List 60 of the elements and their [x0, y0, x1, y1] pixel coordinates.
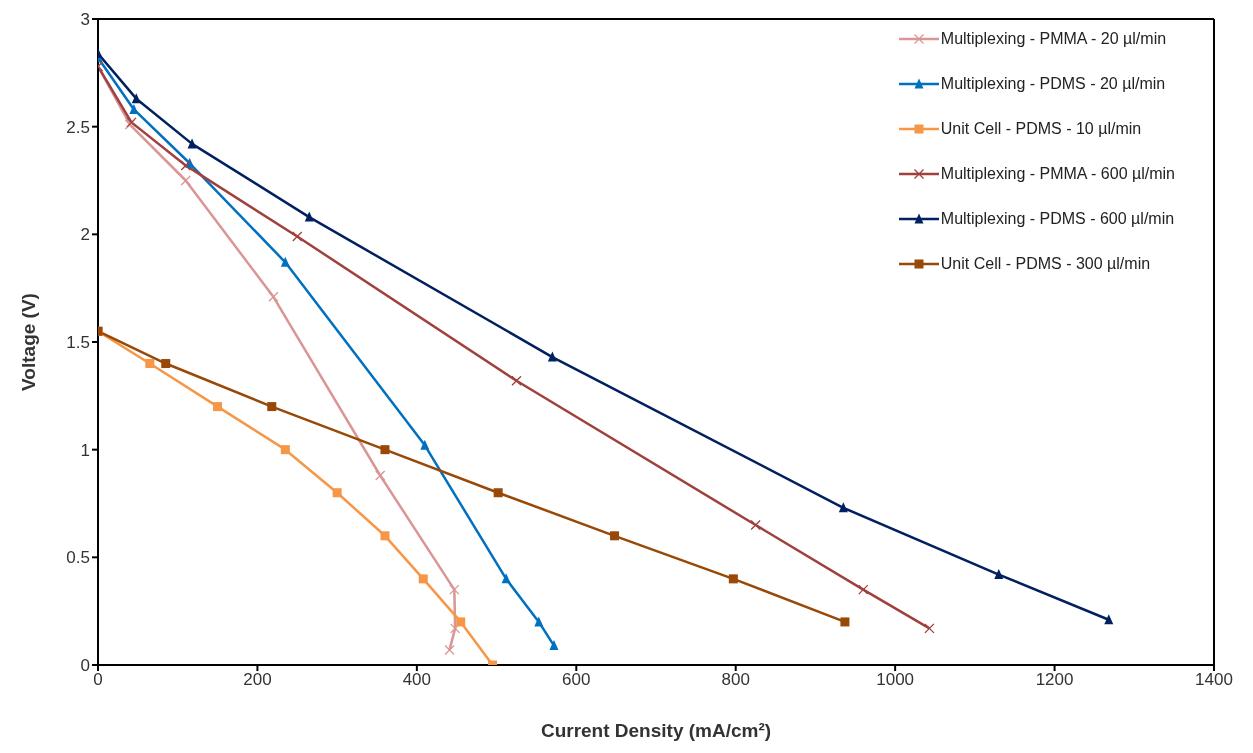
point	[838, 502, 848, 513]
legend-label: Unit Cell - PDMS - 10 µl/min	[940, 119, 1142, 138]
x-tick-label: 1200	[1035, 670, 1074, 690]
y-tick-label: 3	[80, 10, 90, 30]
point	[994, 569, 1004, 580]
y-tick-label: 1.5	[66, 333, 90, 353]
point	[456, 617, 466, 627]
x-tick-label: 1000	[876, 670, 915, 690]
x-tick-label: 200	[243, 670, 272, 690]
point	[840, 617, 850, 627]
legend-label: Multiplexing - PMMA - 600 µl/min	[940, 164, 1175, 183]
y-tick-label: 1	[80, 440, 90, 460]
point	[1104, 614, 1114, 625]
legend-label: Multiplexing - PMMA - 20 µl/min	[940, 29, 1167, 48]
point	[304, 211, 314, 222]
x-axis-title: Current Density (mA/cm²)	[540, 720, 772, 741]
point	[375, 470, 386, 481]
point	[187, 138, 197, 149]
point	[131, 93, 141, 104]
point	[380, 445, 390, 455]
point	[280, 256, 290, 267]
point	[280, 445, 290, 455]
point	[161, 359, 171, 369]
point	[420, 439, 430, 450]
point	[444, 644, 455, 656]
point	[511, 375, 522, 386]
point	[180, 160, 191, 171]
legend-label: Multiplexing - PDMS - 600 µl/min	[940, 209, 1175, 228]
point	[858, 584, 869, 595]
point	[380, 531, 390, 541]
x-tick-label: 600	[562, 670, 591, 690]
legend-label: Multiplexing - PDMS - 20 µl/min	[940, 74, 1166, 93]
point	[549, 640, 559, 651]
y-tick-label: 2	[80, 225, 90, 245]
x-tick-label: 400	[402, 670, 432, 690]
point	[493, 488, 503, 498]
y-tick-label: 0	[80, 656, 90, 676]
point	[213, 402, 223, 412]
point	[145, 359, 155, 369]
point	[449, 584, 460, 595]
point	[610, 531, 620, 541]
point	[501, 573, 511, 584]
y-tick-label: 0.5	[66, 548, 90, 568]
point	[750, 519, 761, 531]
point	[332, 488, 342, 498]
y-tick-label: 2.5	[66, 117, 90, 137]
y-axis-title: Voltage (V)	[17, 293, 39, 391]
point	[418, 574, 428, 584]
x-tick-label: 0	[93, 670, 103, 690]
point	[268, 291, 279, 302]
x-tick-label: 1400	[1195, 670, 1233, 690]
point	[129, 103, 139, 114]
point	[292, 231, 303, 242]
legend-label: Unit Cell - PDMS - 300 µl/min	[940, 254, 1151, 273]
point	[534, 616, 544, 627]
point	[547, 351, 557, 362]
point	[728, 574, 738, 584]
point	[924, 623, 935, 634]
x-tick-label: 800	[721, 670, 750, 690]
point	[267, 402, 277, 412]
